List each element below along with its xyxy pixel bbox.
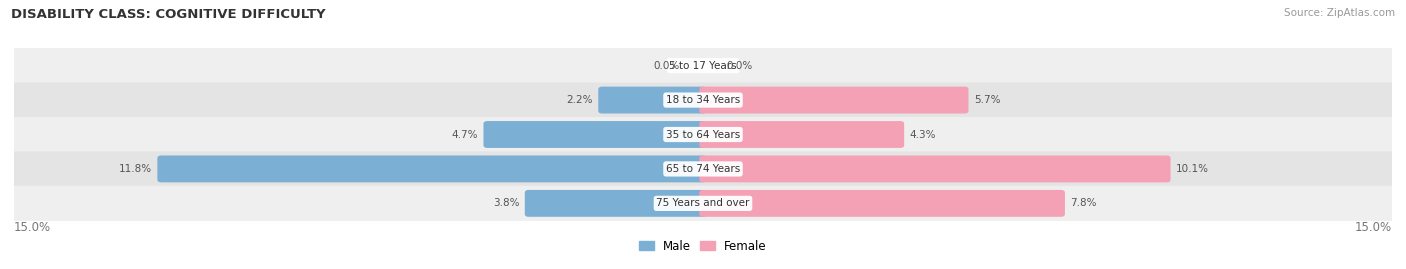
Text: Source: ZipAtlas.com: Source: ZipAtlas.com: [1284, 8, 1395, 18]
FancyBboxPatch shape: [699, 87, 969, 114]
Text: 75 Years and over: 75 Years and over: [657, 198, 749, 208]
Text: 11.8%: 11.8%: [118, 164, 152, 174]
Text: 5.7%: 5.7%: [974, 95, 1001, 105]
FancyBboxPatch shape: [11, 83, 1395, 118]
FancyBboxPatch shape: [699, 155, 1171, 182]
Text: 4.3%: 4.3%: [910, 129, 936, 140]
FancyBboxPatch shape: [11, 151, 1395, 186]
Text: 35 to 64 Years: 35 to 64 Years: [666, 129, 740, 140]
FancyBboxPatch shape: [157, 155, 707, 182]
FancyBboxPatch shape: [11, 48, 1395, 83]
FancyBboxPatch shape: [699, 190, 1064, 217]
Text: 18 to 34 Years: 18 to 34 Years: [666, 95, 740, 105]
Legend: Male, Female: Male, Female: [640, 240, 766, 253]
Text: 15.0%: 15.0%: [14, 221, 51, 233]
Text: 4.7%: 4.7%: [451, 129, 478, 140]
FancyBboxPatch shape: [699, 121, 904, 148]
FancyBboxPatch shape: [11, 117, 1395, 152]
Text: DISABILITY CLASS: COGNITIVE DIFFICULTY: DISABILITY CLASS: COGNITIVE DIFFICULTY: [11, 8, 326, 21]
Text: 0.0%: 0.0%: [654, 61, 681, 71]
FancyBboxPatch shape: [599, 87, 707, 114]
FancyBboxPatch shape: [524, 190, 707, 217]
Text: 10.1%: 10.1%: [1175, 164, 1209, 174]
Text: 3.8%: 3.8%: [492, 198, 519, 208]
Text: 5 to 17 Years: 5 to 17 Years: [669, 61, 737, 71]
Text: 65 to 74 Years: 65 to 74 Years: [666, 164, 740, 174]
FancyBboxPatch shape: [484, 121, 707, 148]
Text: 2.2%: 2.2%: [567, 95, 593, 105]
Text: 7.8%: 7.8%: [1070, 198, 1097, 208]
Text: 0.0%: 0.0%: [725, 61, 752, 71]
Text: 15.0%: 15.0%: [1355, 221, 1392, 233]
FancyBboxPatch shape: [11, 186, 1395, 221]
